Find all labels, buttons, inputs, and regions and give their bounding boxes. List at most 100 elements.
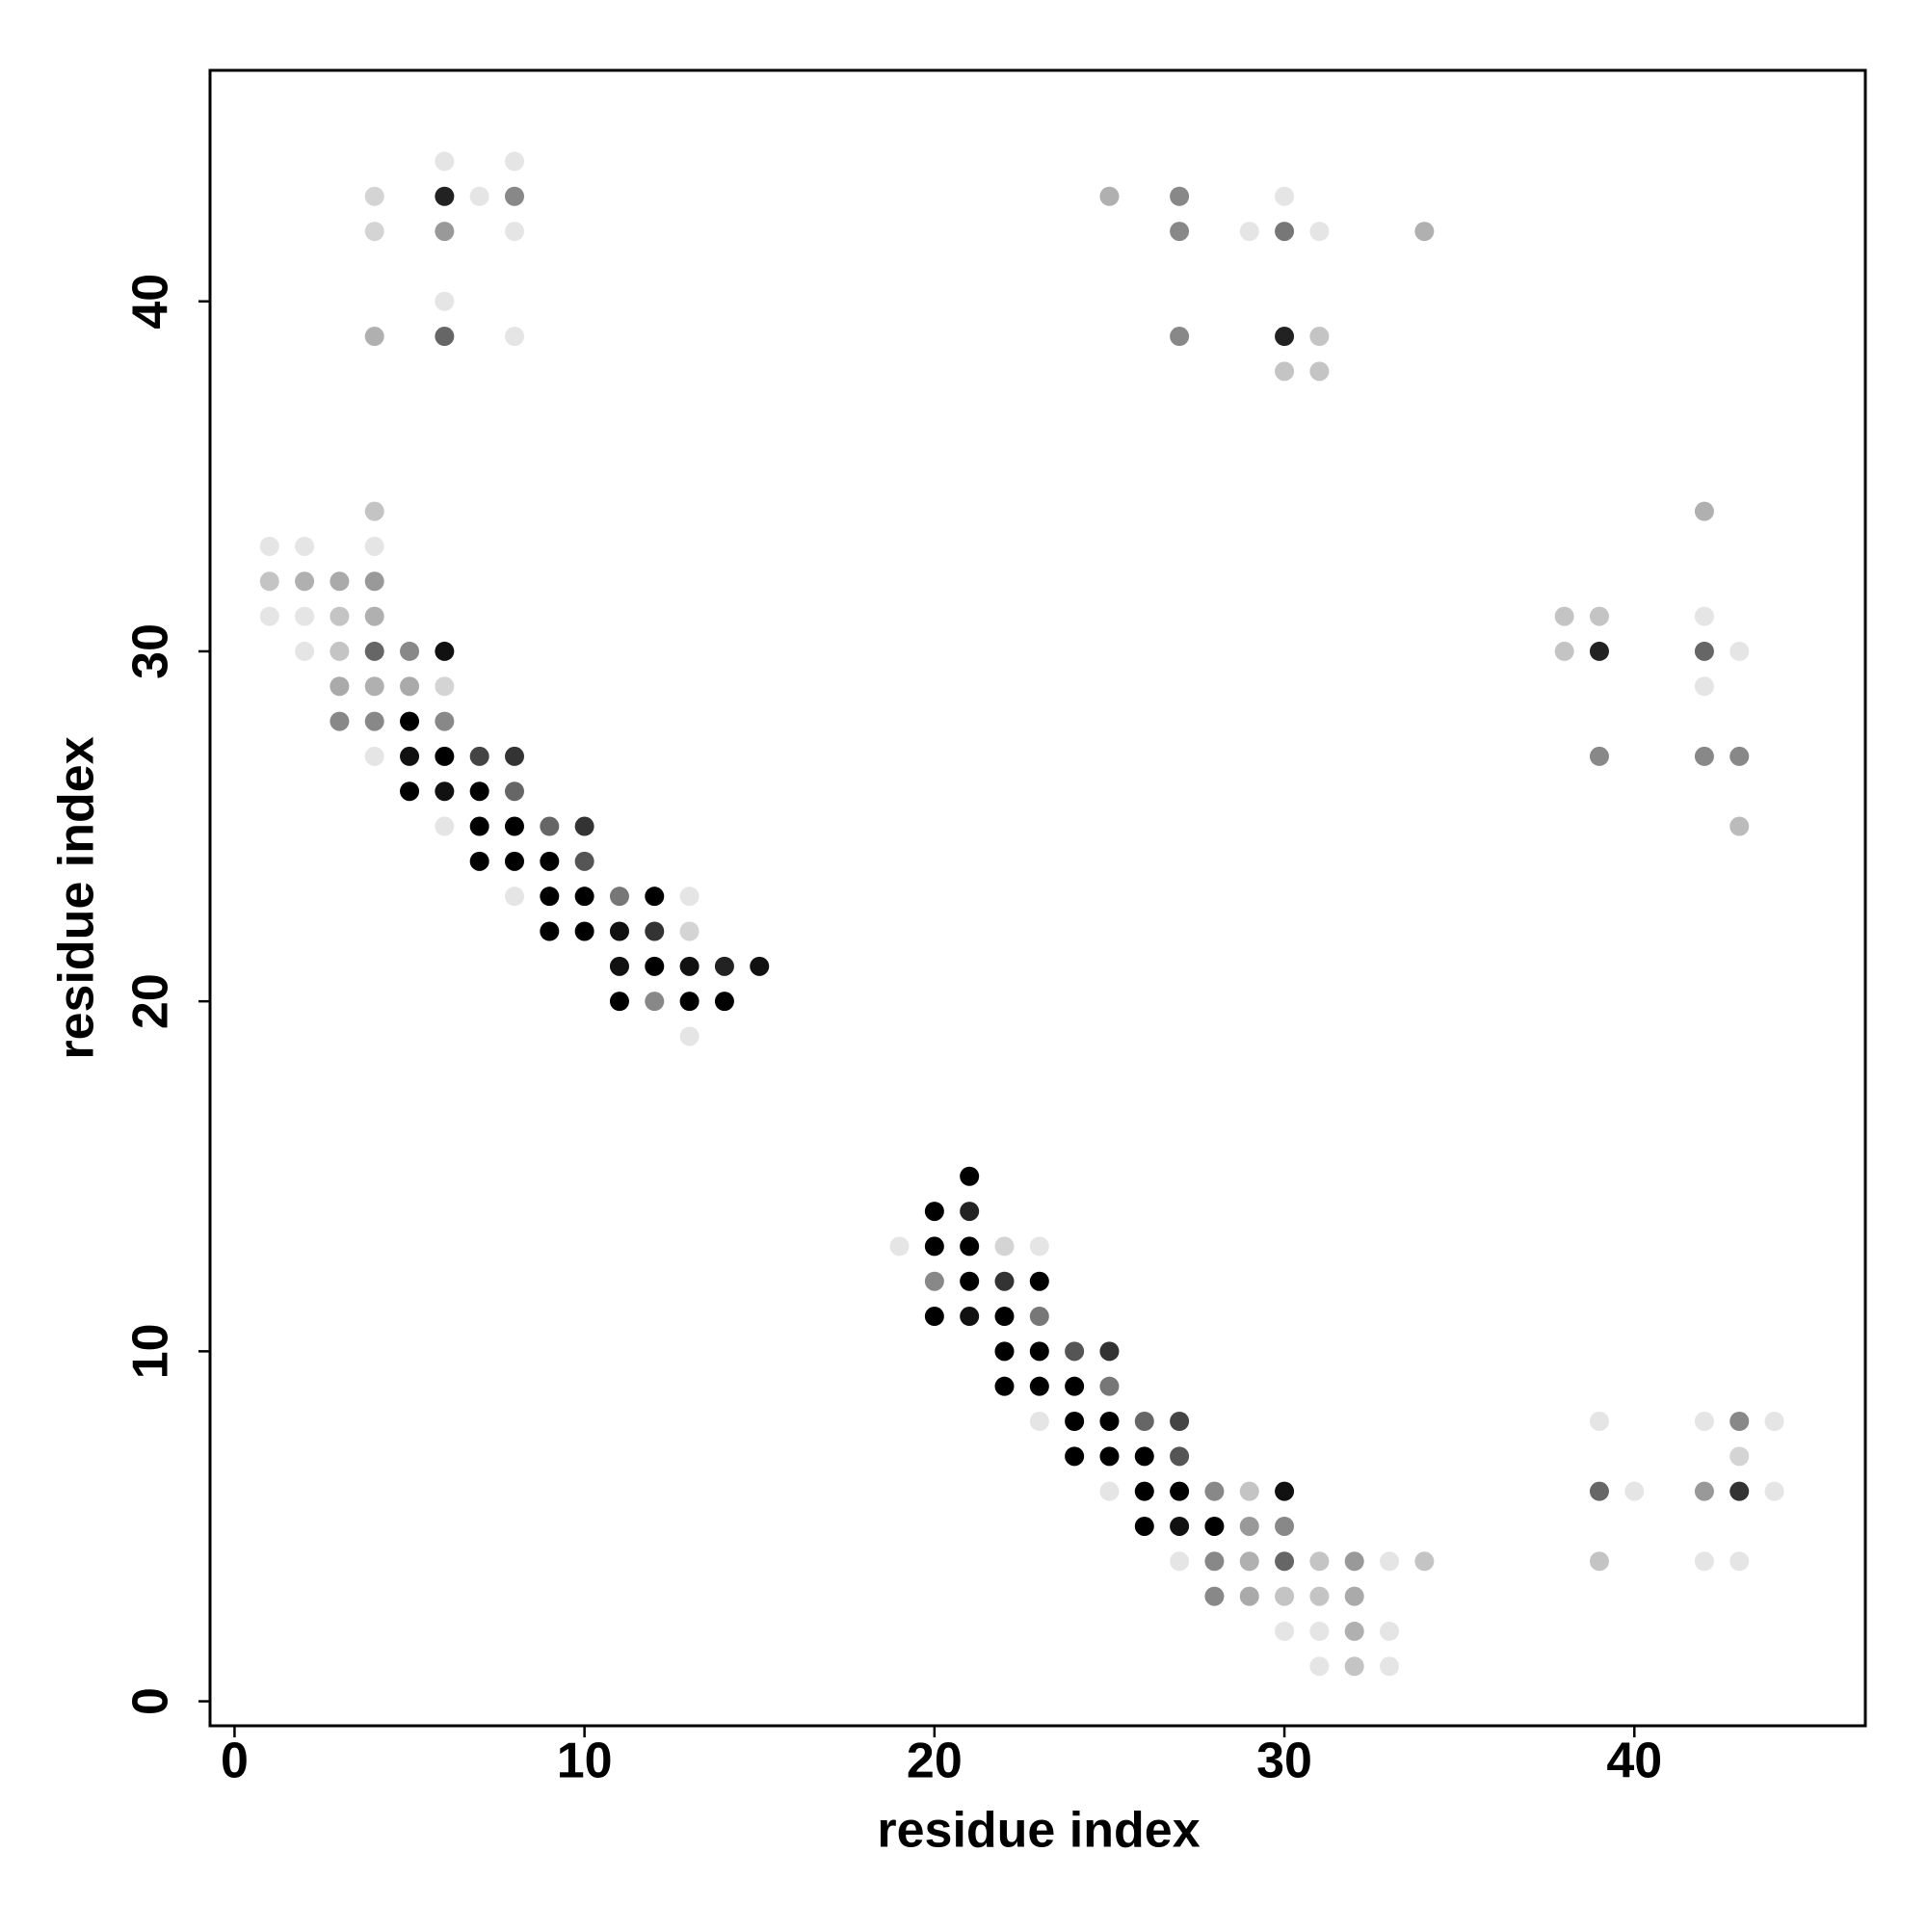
point <box>504 887 524 907</box>
point <box>1729 1481 1750 1501</box>
point <box>1275 361 1295 382</box>
point <box>469 851 489 871</box>
point <box>679 1026 700 1046</box>
x-tick-label: 0 <box>221 1734 249 1789</box>
point <box>994 1376 1015 1396</box>
point <box>435 327 455 347</box>
point <box>1694 746 1714 766</box>
point <box>1029 1307 1049 1327</box>
y-tick-label: 10 <box>123 1323 179 1379</box>
point <box>1344 1621 1364 1641</box>
point <box>1694 501 1714 521</box>
point <box>1589 746 1609 766</box>
point <box>469 186 489 206</box>
point <box>540 887 560 907</box>
point <box>574 921 594 941</box>
point <box>1099 1412 1120 1432</box>
point <box>1764 1412 1784 1432</box>
point <box>435 291 455 311</box>
point <box>1554 641 1574 661</box>
point <box>1204 1586 1225 1606</box>
point <box>1554 606 1574 626</box>
point <box>1134 1446 1154 1467</box>
point <box>1099 1481 1120 1501</box>
point <box>1275 1481 1295 1501</box>
point <box>1589 1481 1609 1501</box>
point <box>1170 1412 1190 1432</box>
x-tick-label: 40 <box>1606 1734 1662 1789</box>
point <box>330 711 350 731</box>
point <box>1239 1516 1259 1536</box>
point <box>1694 1551 1714 1572</box>
point <box>1170 327 1190 347</box>
point <box>435 781 455 802</box>
point <box>504 781 524 802</box>
point <box>960 1202 980 1222</box>
point <box>504 222 524 242</box>
point <box>435 151 455 172</box>
point <box>609 992 629 1012</box>
point <box>504 746 524 766</box>
point <box>364 222 384 242</box>
point <box>574 816 594 836</box>
point <box>1309 222 1330 242</box>
point <box>469 746 489 766</box>
point <box>1309 361 1330 382</box>
point <box>960 1307 980 1327</box>
point <box>679 956 700 976</box>
point <box>574 851 594 871</box>
point <box>364 711 384 731</box>
point <box>295 536 315 556</box>
point <box>1275 1516 1295 1536</box>
point <box>435 711 455 731</box>
point <box>1729 746 1750 766</box>
point <box>1099 1376 1120 1396</box>
point <box>295 606 315 626</box>
point <box>1380 1621 1400 1641</box>
point <box>645 921 665 941</box>
point <box>1589 1551 1609 1572</box>
point <box>435 676 455 697</box>
point <box>1065 1376 1085 1396</box>
point <box>1204 1551 1225 1572</box>
x-axis-title: residue index <box>877 1803 1200 1859</box>
x-tick-label: 30 <box>1256 1734 1312 1789</box>
point <box>1204 1481 1225 1501</box>
point <box>645 887 665 907</box>
point <box>924 1271 944 1291</box>
point <box>435 222 455 242</box>
point <box>540 851 560 871</box>
y-tick-label: 40 <box>123 274 179 330</box>
point <box>1170 1446 1190 1467</box>
x-tick-label: 10 <box>557 1734 613 1789</box>
point <box>1065 1341 1085 1362</box>
point <box>364 501 384 521</box>
point <box>1589 1412 1609 1432</box>
point <box>1134 1481 1154 1501</box>
y-tick-label: 0 <box>123 1687 179 1715</box>
point <box>1694 1412 1714 1432</box>
point <box>1414 222 1435 242</box>
point <box>1275 222 1295 242</box>
y-axis-title: residue index <box>49 736 105 1059</box>
point <box>960 1236 980 1257</box>
point <box>1309 1621 1330 1641</box>
point <box>1309 327 1330 347</box>
point <box>1275 186 1295 206</box>
plot-frame <box>208 68 1867 1728</box>
point <box>1380 1656 1400 1677</box>
point <box>1729 641 1750 661</box>
point <box>889 1236 910 1257</box>
point <box>1275 1586 1295 1606</box>
point <box>469 781 489 802</box>
point <box>1694 1481 1714 1501</box>
point <box>1589 641 1609 661</box>
point <box>574 887 594 907</box>
point <box>1589 606 1609 626</box>
point <box>1134 1412 1154 1432</box>
point <box>330 641 350 661</box>
point <box>1239 222 1259 242</box>
point <box>259 536 279 556</box>
point <box>1065 1446 1085 1467</box>
point <box>364 606 384 626</box>
